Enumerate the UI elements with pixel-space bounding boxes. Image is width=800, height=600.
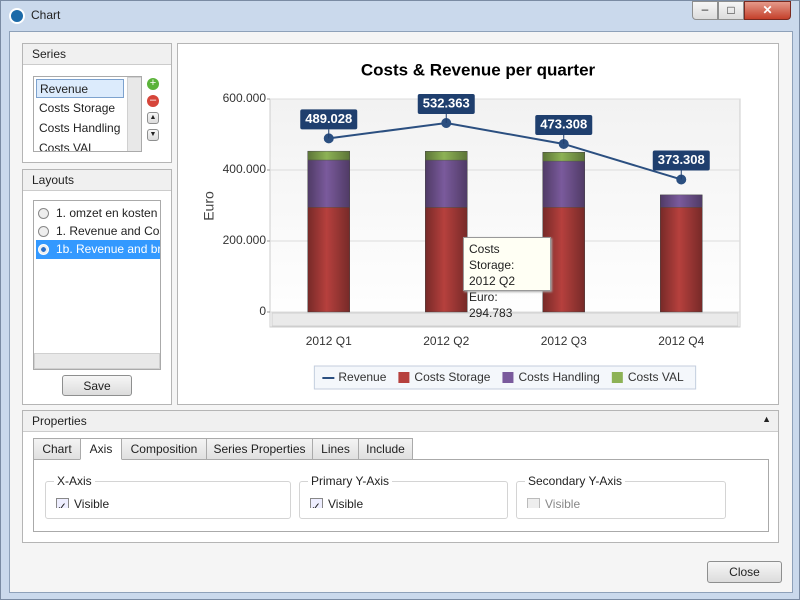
add-button[interactable]: + bbox=[147, 78, 159, 90]
collapse-button[interactable]: ▲ bbox=[762, 414, 771, 424]
tab[interactable]: Include bbox=[358, 438, 413, 460]
checkbox-text: Visible bbox=[328, 497, 364, 508]
layouts-panel: Layouts 1. omzet en kosten e 1. Revenue … bbox=[22, 169, 172, 405]
panel-header: Layouts bbox=[23, 170, 171, 191]
tab[interactable]: Chart bbox=[33, 438, 81, 460]
list-item[interactable]: Revenue bbox=[36, 79, 124, 98]
checkbox-label[interactable]: ✓ Visible bbox=[56, 496, 109, 508]
data-label: 373.308 bbox=[652, 150, 710, 180]
save-button[interactable]: Save bbox=[62, 375, 132, 396]
tab-content bbox=[33, 459, 769, 532]
list-item[interactable]: 1. Revenue and Cost bbox=[56, 224, 160, 238]
legend-label: Costs Storage bbox=[414, 370, 490, 384]
legend: Revenue Costs Storage Costs Handling Costs … bbox=[313, 365, 697, 390]
bar-shade bbox=[307, 160, 350, 208]
group-box: Primary Y-Axis ✓ Visible bbox=[299, 474, 508, 519]
radio[interactable] bbox=[38, 226, 49, 237]
list-item[interactable]: Costs VAL bbox=[39, 141, 95, 152]
panel-header: Series bbox=[23, 44, 171, 65]
y-tick-label: 400.000 bbox=[223, 162, 267, 176]
panel-header: Properties bbox=[23, 411, 778, 432]
group-box: Secondary Y-Axis Visible bbox=[516, 474, 726, 519]
bar-shade bbox=[307, 207, 350, 312]
data-label-box bbox=[535, 114, 593, 135]
group-title: X-Axis bbox=[54, 474, 95, 488]
chart-title: Costs & Revenue per quarter bbox=[361, 60, 596, 79]
data-label-box bbox=[300, 109, 358, 130]
radio[interactable] bbox=[38, 208, 49, 219]
checkbox-text: Visible bbox=[545, 497, 581, 508]
checkbox-label[interactable]: ✓ Visible bbox=[310, 496, 363, 508]
tooltip-value: 294.783 bbox=[469, 306, 513, 320]
move-down-button[interactable]: ▼ bbox=[147, 129, 159, 141]
y-tick-label: 600.000 bbox=[223, 91, 267, 105]
series-list[interactable]: Revenue Costs Storage Costs Handling Cos… bbox=[33, 76, 142, 152]
bar-shade bbox=[542, 152, 585, 162]
window-title: Chart bbox=[31, 8, 61, 22]
list-item[interactable]: Costs Storage bbox=[39, 101, 116, 115]
line bbox=[328, 121, 682, 181]
bar-shade bbox=[425, 207, 468, 312]
data-label-text: 532.363 bbox=[423, 95, 470, 110]
tab[interactable]: Lines bbox=[312, 438, 359, 460]
minimize-button[interactable]: – bbox=[692, 1, 718, 20]
tooltip-label: Euro: bbox=[469, 290, 498, 304]
layouts-list[interactable]: 1. omzet en kosten e 1. Revenue and Cost… bbox=[33, 200, 161, 370]
tooltip: Costs Storage: 2012 Q2 Euro: 294.783 bbox=[463, 237, 551, 320]
x-tick-label: 2012 Q2 bbox=[423, 334, 469, 348]
data-label-text: 373.308 bbox=[658, 152, 705, 167]
maximize-button[interactable]: □ bbox=[718, 1, 744, 20]
group-title: Secondary Y-Axis bbox=[525, 474, 626, 488]
checkbox-text: Visible bbox=[74, 497, 110, 508]
chart-scrollbar[interactable] bbox=[271, 312, 739, 327]
x-tick-label: 2012 Q4 bbox=[658, 334, 704, 348]
series-panel: Series Revenue Costs Storage Costs Handl… bbox=[22, 43, 172, 163]
tab[interactable]: Series Properties bbox=[206, 438, 313, 460]
data-label-box bbox=[417, 94, 475, 115]
data-label: 489.028 bbox=[300, 109, 358, 139]
move-up-button[interactable]: ▲ bbox=[147, 112, 159, 124]
data-label: 473.308 bbox=[535, 114, 593, 144]
data-label-text: 473.308 bbox=[540, 116, 587, 131]
legend-label: Revenue bbox=[338, 370, 386, 384]
x-tick-label: 2012 Q3 bbox=[541, 334, 587, 348]
y-tick-label: 200.000 bbox=[223, 233, 267, 247]
list-item[interactable]: 1. omzet en kosten e bbox=[56, 206, 160, 220]
bar-shade bbox=[660, 207, 703, 312]
tab[interactable]: Composition bbox=[121, 438, 207, 460]
legend-label: Costs Handling bbox=[518, 370, 599, 384]
tooltip-category: 2012 Q2 bbox=[469, 274, 516, 288]
scrollbar[interactable] bbox=[34, 353, 160, 369]
app-icon bbox=[9, 8, 25, 24]
legend-swatch bbox=[611, 372, 623, 383]
list-item[interactable]: Costs Handling bbox=[39, 121, 121, 135]
bar-shade bbox=[425, 151, 468, 161]
checkbox-label[interactable]: Visible bbox=[527, 496, 580, 508]
radio[interactable] bbox=[38, 244, 49, 255]
group-box: X-Axis ✓ Visible bbox=[45, 474, 291, 519]
remove-button[interactable]: – bbox=[147, 95, 159, 107]
data-label-box bbox=[652, 150, 710, 171]
y-axis-label: Euro bbox=[201, 191, 217, 221]
tooltip-series: Costs Storage: bbox=[469, 242, 515, 272]
data-label-text: 489.028 bbox=[305, 111, 352, 126]
bar-shade bbox=[425, 160, 468, 208]
legend-swatch bbox=[398, 372, 410, 383]
bar-shade bbox=[307, 151, 350, 161]
scrollbar[interactable] bbox=[127, 77, 141, 151]
legend-label: Costs VAL bbox=[628, 370, 684, 384]
y-tick-label: 0 bbox=[259, 304, 266, 318]
list-item[interactable]: 1b. Revenue and bre bbox=[36, 240, 160, 259]
point bbox=[441, 118, 452, 129]
close-button[interactable]: Close bbox=[707, 561, 782, 583]
x-tick-label: 2012 Q1 bbox=[306, 334, 352, 348]
group-title: Primary Y-Axis bbox=[308, 474, 393, 488]
bar-shade bbox=[542, 161, 585, 208]
data-label: 532.363 bbox=[417, 94, 475, 124]
bar-shade bbox=[660, 194, 703, 208]
tab[interactable]: Axis bbox=[80, 438, 122, 460]
close-window-button[interactable]: ✕ bbox=[744, 1, 791, 20]
legend-swatch bbox=[502, 372, 514, 383]
